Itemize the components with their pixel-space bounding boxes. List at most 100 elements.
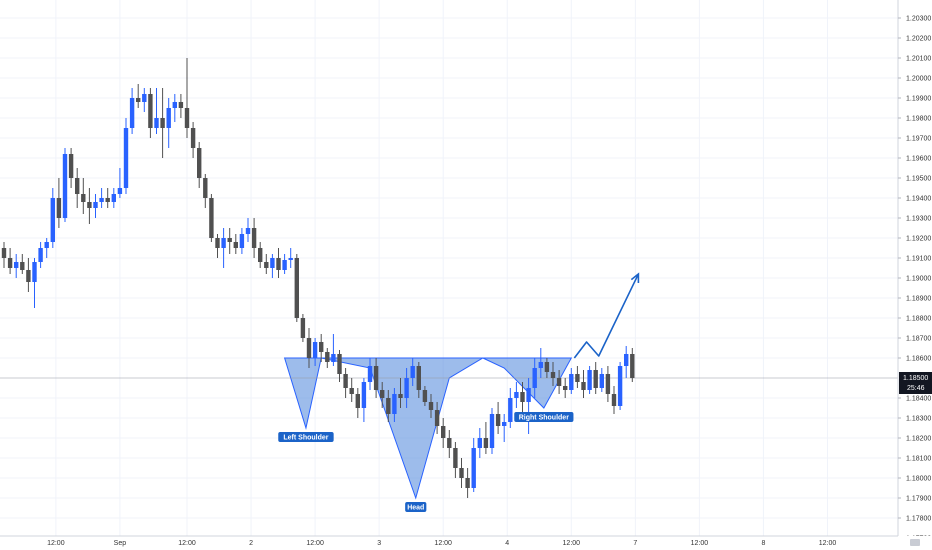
candle bbox=[245, 218, 251, 242]
candle bbox=[514, 382, 519, 408]
candle-body bbox=[68, 154, 74, 178]
candle-body bbox=[160, 118, 165, 128]
candle-body bbox=[38, 248, 43, 262]
candle-body bbox=[556, 378, 562, 386]
candle bbox=[50, 188, 55, 248]
candle-body bbox=[258, 248, 263, 262]
candle-body bbox=[239, 234, 245, 248]
candle-body bbox=[319, 342, 324, 352]
candle-body bbox=[355, 394, 360, 408]
price-tick-label: 1.20100 bbox=[906, 56, 931, 63]
price-tick-label: 1.19900 bbox=[906, 96, 931, 103]
candle bbox=[398, 378, 403, 408]
candle-body bbox=[508, 398, 513, 422]
candle bbox=[434, 402, 440, 434]
candle-body bbox=[245, 228, 251, 234]
candle bbox=[276, 248, 281, 278]
candle-body bbox=[87, 202, 92, 208]
candle-body bbox=[325, 352, 330, 362]
candle bbox=[227, 228, 232, 254]
candle-body bbox=[624, 354, 629, 366]
current-price-label: 1.18500 bbox=[903, 375, 928, 382]
candle bbox=[197, 142, 202, 188]
candle-body bbox=[56, 198, 62, 218]
candle bbox=[154, 88, 159, 134]
candle bbox=[447, 430, 452, 458]
candle bbox=[380, 382, 385, 408]
candle-body bbox=[1, 248, 7, 258]
time-tick-label: 8 bbox=[761, 540, 765, 547]
time-tick-label: 12:00 bbox=[691, 540, 709, 547]
candle bbox=[441, 418, 446, 448]
candle-body bbox=[190, 128, 196, 148]
candle-body bbox=[398, 394, 403, 398]
candle-body bbox=[386, 398, 391, 414]
candle bbox=[233, 234, 238, 254]
price-tick-label: 1.19000 bbox=[906, 276, 931, 283]
current-price-badge bbox=[899, 372, 932, 394]
candle bbox=[563, 378, 568, 398]
candle bbox=[581, 370, 586, 398]
candle-body bbox=[502, 422, 507, 426]
pattern-label-bg bbox=[514, 412, 574, 422]
candle bbox=[386, 390, 391, 422]
candle bbox=[203, 174, 208, 208]
candle-body bbox=[81, 194, 86, 202]
candle bbox=[312, 338, 318, 366]
candle-body bbox=[300, 318, 306, 338]
candle bbox=[520, 382, 525, 414]
time-tick-label: 12:00 bbox=[819, 540, 837, 547]
candle-body bbox=[611, 394, 617, 406]
candle bbox=[68, 148, 74, 188]
candle bbox=[331, 334, 336, 366]
candle bbox=[428, 394, 434, 418]
candle-body bbox=[14, 262, 19, 268]
candle-body bbox=[514, 392, 519, 398]
candle bbox=[209, 194, 214, 242]
price-axis-bg bbox=[898, 0, 932, 550]
time-tick-label: 12:00 bbox=[434, 540, 452, 547]
candle-body bbox=[32, 262, 37, 282]
candle-body bbox=[581, 382, 586, 390]
price-tick-label: 1.19400 bbox=[906, 196, 931, 203]
candle bbox=[14, 254, 19, 278]
candle bbox=[630, 348, 635, 382]
candle bbox=[148, 88, 153, 138]
candle bbox=[611, 386, 617, 414]
candle bbox=[410, 358, 415, 386]
candle bbox=[538, 348, 543, 378]
candle-body bbox=[593, 370, 598, 388]
price-tick-label: 1.19100 bbox=[906, 256, 931, 263]
countdown-label: 25:46 bbox=[907, 385, 925, 392]
candle-body bbox=[373, 366, 379, 390]
candle-body bbox=[203, 178, 208, 198]
price-tick-label: 1.19700 bbox=[906, 136, 931, 143]
candle bbox=[93, 194, 98, 218]
candle bbox=[221, 228, 226, 268]
candle bbox=[349, 378, 354, 402]
candle-body bbox=[422, 390, 428, 402]
price-tick-label: 1.18700 bbox=[906, 336, 931, 343]
candle-body bbox=[367, 366, 373, 382]
candle-body bbox=[142, 94, 147, 102]
candle bbox=[129, 88, 135, 134]
candle bbox=[282, 254, 287, 274]
candle-body bbox=[587, 370, 592, 390]
candle bbox=[526, 378, 531, 434]
candle-body bbox=[428, 402, 434, 410]
candle bbox=[251, 218, 257, 258]
time-axis-bg bbox=[0, 536, 932, 550]
candle bbox=[495, 402, 501, 434]
candle bbox=[75, 168, 80, 208]
candle bbox=[99, 188, 104, 208]
candle-body bbox=[306, 338, 312, 358]
projection-arrowhead bbox=[630, 272, 640, 284]
candle bbox=[422, 386, 428, 406]
candle-body bbox=[93, 202, 98, 208]
candle bbox=[160, 88, 165, 158]
candle-body bbox=[410, 366, 415, 378]
candle-body bbox=[209, 198, 214, 238]
pattern-label: Head bbox=[405, 502, 427, 512]
candle bbox=[404, 368, 409, 408]
